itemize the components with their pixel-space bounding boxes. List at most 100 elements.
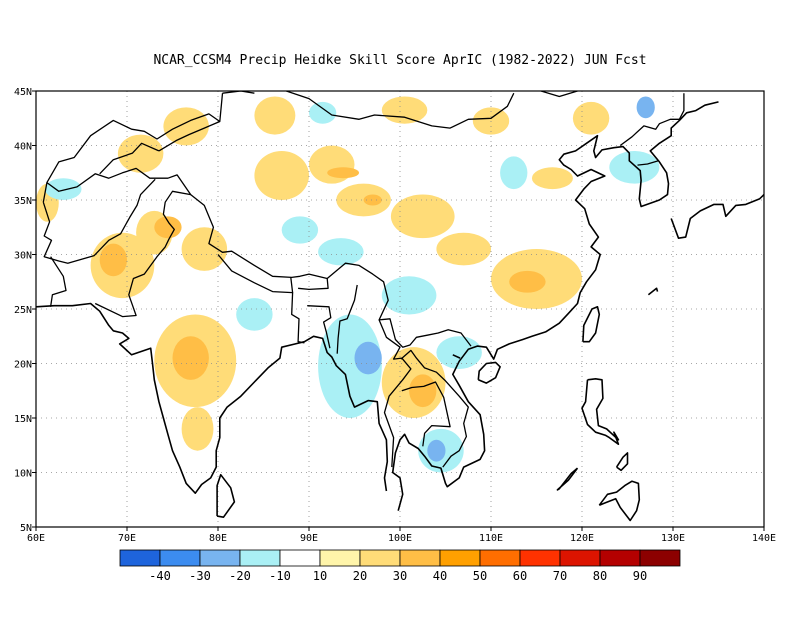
colorbar-label: 90 bbox=[633, 569, 647, 583]
skill-region bbox=[172, 336, 209, 380]
country-border bbox=[378, 319, 412, 468]
skill-region bbox=[117, 134, 164, 173]
colorbar-label: -20 bbox=[229, 569, 251, 583]
country-border bbox=[46, 113, 221, 183]
coastline bbox=[598, 480, 641, 522]
y-tick-label: 45N bbox=[14, 87, 32, 98]
coastline bbox=[216, 473, 236, 519]
colorbar-label: -30 bbox=[189, 569, 211, 583]
latitude-ticks: 5N 10N 15N 20N 25N 30N 35N 40N 45N bbox=[14, 87, 36, 534]
y-tick-label: 40N bbox=[14, 142, 32, 153]
skill-region bbox=[436, 232, 492, 266]
skill-region bbox=[45, 178, 82, 201]
coastline bbox=[452, 354, 461, 359]
colorbar-swatch bbox=[199, 549, 241, 567]
country-border bbox=[307, 305, 332, 349]
colorbar-label: 40 bbox=[433, 569, 447, 583]
colorbar-swatch bbox=[359, 549, 401, 567]
skill-region bbox=[236, 298, 273, 331]
coastline bbox=[556, 467, 579, 491]
country-border bbox=[49, 256, 67, 307]
x-tick-label: 90E bbox=[300, 533, 318, 544]
colorbar-label: 80 bbox=[593, 569, 607, 583]
country-border bbox=[540, 91, 578, 98]
y-tick-label: 10N bbox=[14, 469, 32, 480]
skill-region bbox=[181, 227, 228, 271]
skill-region bbox=[572, 101, 610, 135]
colorbar-swatch bbox=[639, 549, 681, 567]
skill-region bbox=[181, 407, 214, 451]
coastline bbox=[477, 361, 501, 384]
country-border bbox=[94, 190, 191, 318]
longitude-ticks: 60E 70E 80E 90E 100E 110E 120E 130E 140E bbox=[27, 527, 776, 544]
colorbar-label: 20 bbox=[353, 569, 367, 583]
colorbar-label: -40 bbox=[149, 569, 171, 583]
y-tick-label: 35N bbox=[14, 196, 32, 207]
country-border bbox=[336, 284, 358, 354]
colorbar-swatch bbox=[599, 549, 641, 567]
x-tick-label: 100E bbox=[388, 533, 412, 544]
skill-region bbox=[318, 314, 382, 418]
colorbar-label: 60 bbox=[513, 569, 527, 583]
y-tick-label: 30N bbox=[14, 251, 32, 262]
country-border bbox=[42, 167, 472, 348]
colorbar-label: 70 bbox=[553, 569, 567, 583]
skill-region bbox=[436, 336, 482, 369]
skill-region bbox=[409, 374, 437, 408]
coastline bbox=[582, 305, 601, 343]
skill-region bbox=[163, 107, 209, 146]
country-border bbox=[400, 349, 469, 468]
skill-region bbox=[363, 194, 382, 206]
country-border bbox=[217, 254, 294, 294]
country-border bbox=[99, 142, 160, 175]
colorbar-swatch bbox=[439, 549, 481, 567]
country-border bbox=[637, 160, 659, 166]
skill-region bbox=[281, 216, 319, 244]
x-tick-label: 110E bbox=[479, 533, 503, 544]
skill-region bbox=[309, 101, 337, 124]
colorbar-swatch bbox=[319, 549, 361, 567]
skill-region bbox=[609, 150, 660, 184]
skill-region bbox=[531, 167, 573, 190]
x-tick-label: 140E bbox=[752, 533, 776, 544]
country-border bbox=[298, 278, 329, 291]
country-border bbox=[42, 178, 156, 264]
coastline bbox=[391, 101, 719, 511]
coastline bbox=[36, 302, 389, 495]
x-tick-label: 60E bbox=[27, 533, 45, 544]
country-border bbox=[291, 292, 305, 344]
skill-region bbox=[154, 216, 182, 239]
country-border bbox=[619, 93, 685, 147]
skill-region bbox=[390, 194, 455, 239]
coastline bbox=[670, 194, 764, 239]
country-border bbox=[286, 91, 515, 129]
skill-region bbox=[427, 439, 446, 462]
colorbar-swatch bbox=[399, 549, 441, 567]
x-tick-label: 70E bbox=[118, 533, 136, 544]
colorbar-swatch bbox=[559, 549, 601, 567]
country-border bbox=[158, 93, 224, 152]
y-tick-label: 25N bbox=[14, 305, 32, 316]
skill-region bbox=[509, 270, 546, 293]
skill-region bbox=[472, 107, 510, 135]
skill-region bbox=[254, 96, 296, 135]
skill-region bbox=[318, 238, 364, 266]
country-border bbox=[222, 91, 255, 94]
x-tick-label: 130E bbox=[661, 533, 685, 544]
skill-region bbox=[254, 150, 309, 201]
skill-region bbox=[327, 167, 360, 179]
colorbar-swatch bbox=[239, 549, 281, 567]
colorbar-label: 30 bbox=[393, 569, 407, 583]
coastline bbox=[647, 287, 659, 296]
x-tick-label: 80E bbox=[209, 533, 227, 544]
y-tick-label: 20N bbox=[14, 360, 32, 371]
skill-region bbox=[500, 156, 528, 190]
skill-region bbox=[99, 243, 127, 277]
colorbar-label: 10 bbox=[313, 569, 327, 583]
coastlines bbox=[36, 101, 764, 522]
colorbar-label: 50 bbox=[473, 569, 487, 583]
skill-region bbox=[381, 96, 428, 124]
country-border bbox=[401, 381, 451, 447]
colorbar-label: -10 bbox=[269, 569, 291, 583]
